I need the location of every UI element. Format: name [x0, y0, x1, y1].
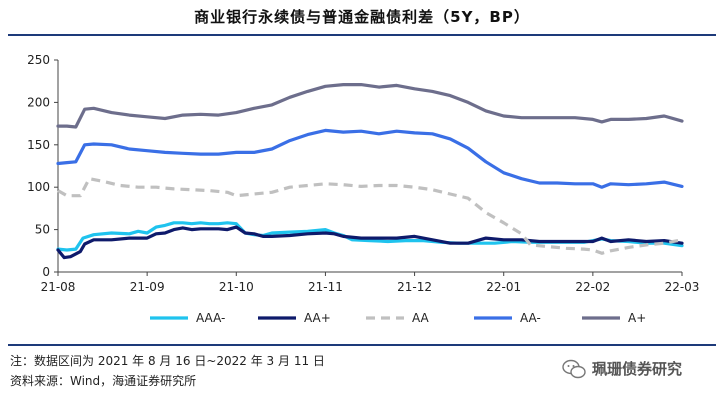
- y-tick-label: 250: [27, 53, 50, 67]
- chart-title: 商业银行永续债与普通金融债利差（5Y，BP）: [194, 8, 530, 26]
- series-lines: [56, 83, 684, 260]
- source-note: 资料来源：Wind，海通证券研究所: [10, 374, 197, 388]
- y-axis-ticks: 0 50 100 150 200 250: [27, 53, 58, 279]
- legend-label: AA-: [520, 311, 541, 325]
- title-divider: [8, 34, 716, 36]
- series-line-a-plus: [56, 83, 684, 129]
- y-tick-label: 100: [27, 180, 50, 194]
- chart-axes: [57, 60, 682, 273]
- watermark: 珮珊债券研究: [562, 358, 682, 379]
- legend-label: AA: [412, 311, 430, 325]
- y-tick-label: 200: [27, 95, 50, 109]
- legend-label: AAA-: [196, 311, 225, 325]
- x-tick-label: 21-09: [130, 280, 165, 294]
- x-axis-ticks: 21-08 21-09 21-10 21-11 21-12 22-01 22-02 22-03: [41, 272, 700, 294]
- x-tick-label: 21-08: [41, 280, 76, 294]
- series-line-aa-minus: [56, 128, 684, 189]
- x-tick-label: 22-01: [486, 280, 521, 294]
- x-tick-label: 21-12: [397, 280, 432, 294]
- x-tick-label: 21-11: [308, 280, 343, 294]
- footer-divider: [8, 344, 716, 346]
- y-tick-label: 50: [35, 223, 50, 237]
- y-tick-label: 0: [42, 265, 50, 279]
- x-tick-label: 21-10: [219, 280, 254, 294]
- x-tick-label: 22-03: [665, 280, 700, 294]
- legend: AAA- AA+ AA AA- A+: [150, 311, 646, 325]
- legend-label: AA+: [304, 311, 331, 325]
- legend-label: A+: [628, 311, 646, 325]
- date-range-note: 注：数据区间为 2021 年 8 月 16 日~2022 年 3 月 11 日: [10, 354, 325, 368]
- y-tick-label: 150: [27, 138, 50, 152]
- x-tick-label: 22-02: [575, 280, 610, 294]
- line-chart: 0 50 100 150 200 250 21-08 21-09 21-10 21-11 21-1…: [27, 53, 700, 325]
- series-line-aa-plus: [56, 225, 684, 260]
- watermark-text: 珮珊债券研究: [592, 360, 683, 378]
- wechat-icon: [562, 359, 586, 378]
- series-line-aa: [57, 177, 683, 255]
